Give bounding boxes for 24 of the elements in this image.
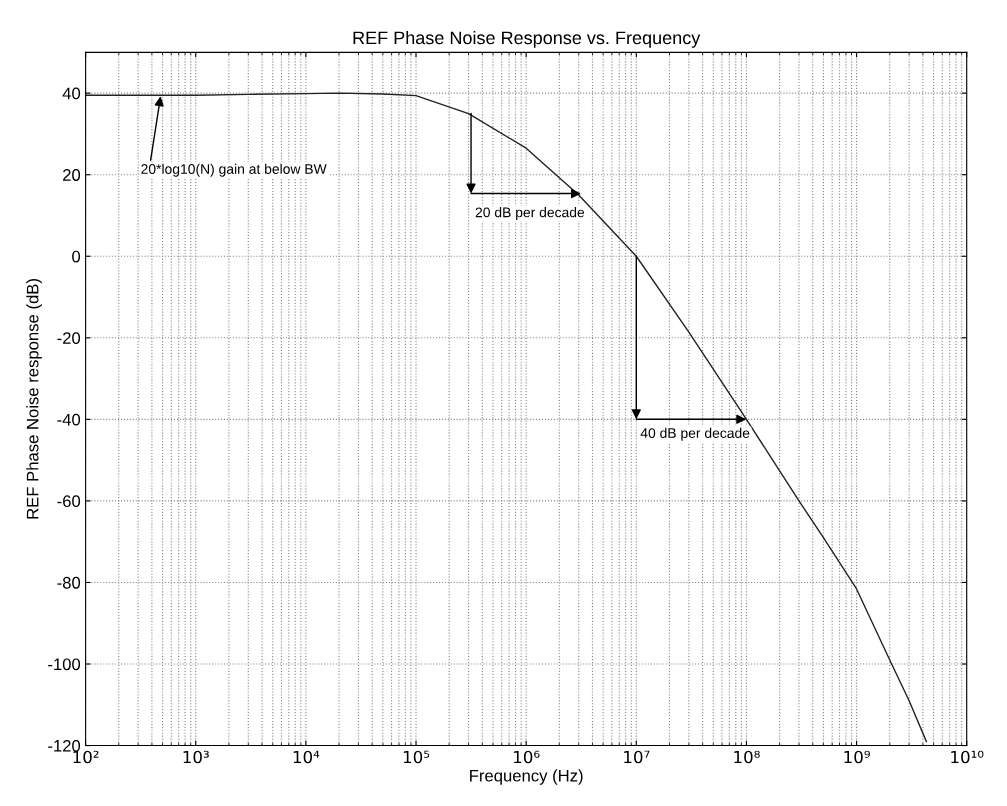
y-tick-label: 0: [72, 250, 81, 263]
x-tick-label: 10⁸: [734, 750, 760, 764]
annotation: 20*log10(N) gain at below BW: [141, 163, 327, 177]
annotation: 20 dB per decade: [475, 207, 585, 221]
y-tick-label: -60: [57, 495, 81, 508]
y-tick-label: -20: [57, 332, 81, 345]
x-tick-label: 10¹⁰: [951, 750, 984, 764]
y-tick-label: -100: [48, 658, 81, 671]
x-tick-label: 10³: [183, 750, 209, 764]
y-tick-label: 20: [63, 169, 81, 181]
y-tick-label: 40: [62, 87, 81, 100]
x-axis-title: Frequency (Hz): [470, 769, 583, 785]
chart-title: REF Phase Noise Response vs. Frequency: [353, 30, 701, 48]
annotation: 40 dB per decade: [640, 427, 750, 441]
x-tick-label: 10⁹: [844, 750, 870, 764]
y-tick-label: -40: [57, 413, 81, 426]
y-tick-label: -120: [48, 739, 81, 752]
x-tick-label: 10²: [73, 750, 99, 764]
x-tick-label: 10⁵: [403, 750, 430, 764]
x-tick-label: 10⁶: [514, 750, 540, 764]
y-axis-title: REF Phase Noise response (dB): [26, 279, 42, 519]
y-tick-label: -80: [57, 576, 81, 589]
x-tick-label: 10⁴: [293, 750, 320, 764]
x-tick-label: 10⁷: [624, 750, 650, 764]
